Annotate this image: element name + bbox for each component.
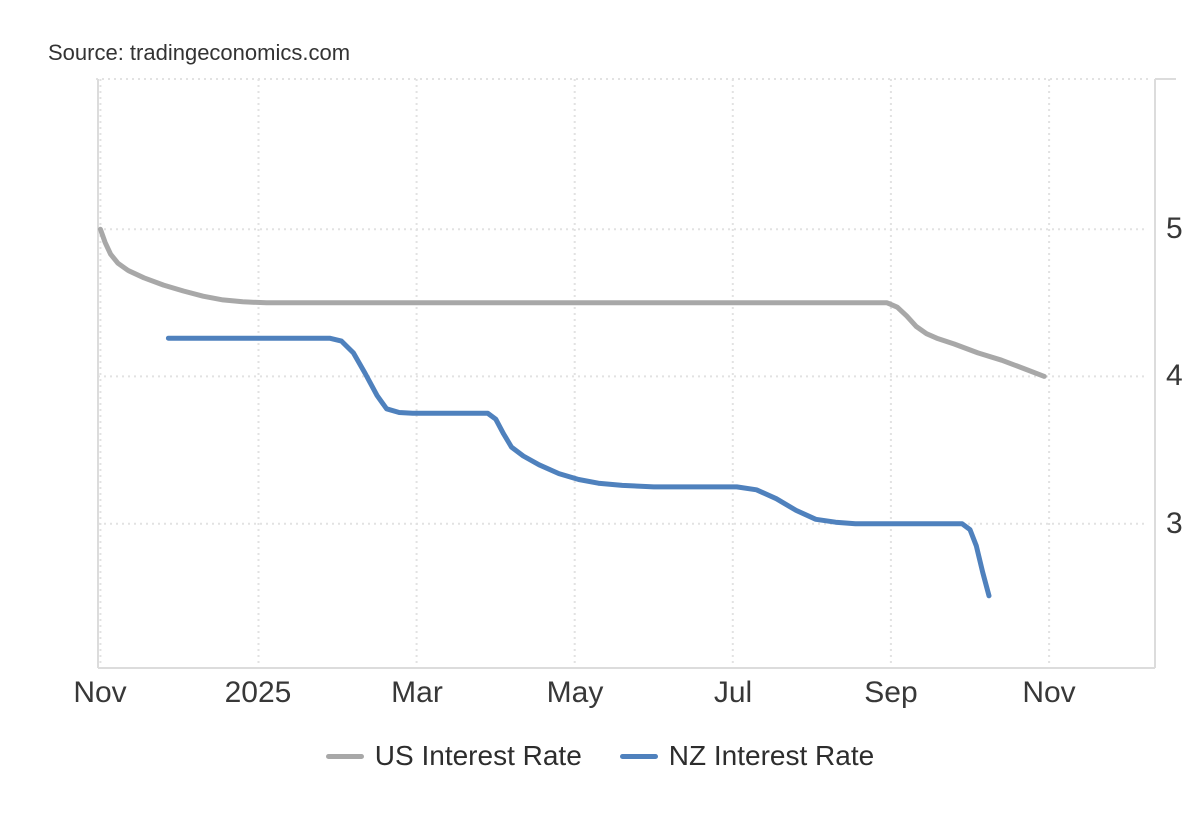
x-tick-label-mar: Mar	[391, 676, 443, 709]
x-tick-label-may: May	[546, 676, 604, 709]
x-tick-label-nov: Nov	[73, 676, 127, 709]
legend-label: US Interest Rate	[374, 740, 582, 771]
y-tick-label-5: 5	[1166, 212, 1183, 245]
legend-item-nz-interest-rate[interactable]: NZ Interest Rate	[619, 740, 875, 772]
chart-legend: US Interest Rate NZ Interest Rate	[0, 740, 1200, 772]
x-tick-label-jul: Jul	[713, 676, 753, 709]
us-interest-rate-line	[97, 226, 1047, 379]
legend-swatch-icon	[619, 753, 658, 759]
legend-label: NZ Interest Rate	[668, 740, 875, 771]
x-tick-label-2025: 2025	[224, 676, 292, 709]
legend-swatch-icon	[325, 753, 364, 759]
y-tick-label-4: 4	[1166, 359, 1183, 392]
y-tick-label-3: 3	[1166, 507, 1183, 540]
legend-item-us-interest-rate[interactable]: US Interest Rate	[325, 740, 582, 772]
x-tick-label-sep: Sep	[864, 676, 918, 709]
x-tick-label-nov: Nov	[1022, 676, 1076, 709]
nz-interest-rate-line	[165, 335, 992, 599]
source-label: Source: tradingeconomics.com	[48, 40, 351, 65]
